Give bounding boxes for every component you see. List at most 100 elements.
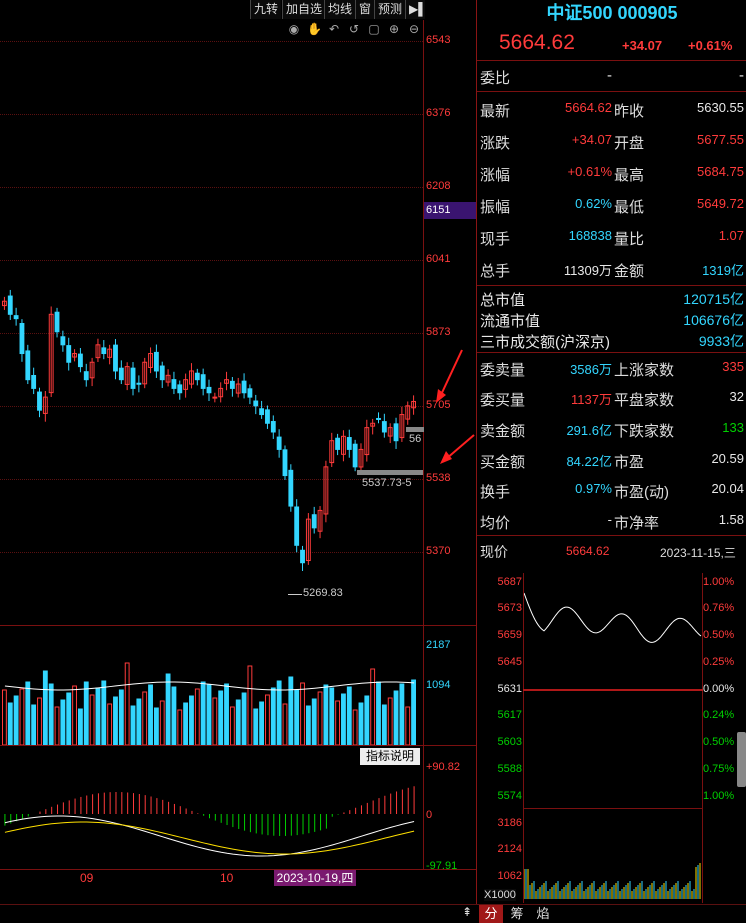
current-price-tag: 6151 — [424, 202, 476, 219]
candle-body — [270, 421, 276, 433]
weibi-diff: - — [739, 67, 744, 84]
volume-bar — [294, 689, 300, 745]
volume-bar — [253, 708, 259, 745]
y-label: 6376 — [426, 107, 451, 119]
volume-bar — [341, 693, 346, 745]
candle — [393, 417, 399, 449]
lock-icon[interactable]: ▢ — [368, 22, 380, 36]
grid-line — [0, 552, 423, 553]
intraday-right-label: 0.00% — [703, 683, 735, 695]
candle-body — [224, 379, 229, 384]
tab-flame[interactable]: 焰 — [536, 906, 550, 921]
intraday-left-axis — [523, 573, 524, 903]
scroll-top-icon[interactable]: ⇞ — [461, 905, 473, 919]
candle — [300, 545, 305, 572]
candle-body — [194, 372, 200, 381]
intraday-left-label: 5588 — [497, 763, 522, 775]
candle — [7, 289, 13, 320]
high-value: 5684.75 — [697, 164, 744, 179]
intraday-chart[interactable] — [524, 573, 702, 903]
jiuzhuan-button[interactable]: 九转 — [250, 0, 282, 19]
candle-body — [253, 400, 259, 407]
quote-row-pct: 涨幅 +0.61% 最高 5684.75 — [480, 157, 746, 189]
moving-average-button[interactable]: 均线 — [324, 0, 356, 19]
indicator-help-button[interactable]: 指标说明 — [360, 748, 420, 765]
candle — [2, 296, 7, 310]
candle-body — [276, 436, 282, 450]
eye-icon[interactable]: ◉ — [288, 22, 300, 36]
candle — [358, 443, 364, 473]
tab-chips[interactable]: 筹 — [510, 906, 524, 921]
candle — [241, 373, 247, 399]
add-watchlist-button[interactable]: 加自选 — [282, 0, 326, 19]
intraday-right-label: 0.75% — [703, 763, 735, 775]
header-change-pct: +0.61% — [688, 38, 733, 53]
change-value: +34.07 — [571, 132, 612, 147]
row-label: 市盈(动) — [614, 484, 669, 501]
kline-chart[interactable] — [0, 20, 423, 625]
candle-body — [183, 379, 189, 390]
hand-icon[interactable]: ✋ — [307, 22, 322, 36]
volume-bar — [189, 695, 194, 745]
row-label: 涨幅 — [480, 167, 511, 184]
candle-body — [153, 351, 159, 372]
tab-intraday[interactable]: 分 — [479, 905, 503, 923]
exit-icon[interactable]: ▶▌ — [405, 0, 427, 19]
candle — [101, 340, 107, 360]
volume-bar — [136, 698, 142, 745]
candle — [189, 363, 194, 389]
market-cap-row: 总市值 120715亿 — [480, 289, 744, 310]
window-button[interactable]: 窗 — [355, 0, 375, 19]
forecast-button[interactable]: 预测 — [374, 0, 406, 19]
undo-icon[interactable]: ↶ — [328, 22, 340, 36]
candle — [177, 380, 183, 400]
row-label: 开盘 — [614, 135, 645, 152]
undo-alt-icon[interactable]: ↺ — [348, 22, 360, 36]
candle — [13, 307, 19, 326]
grid-line — [0, 187, 423, 188]
price-tag-lower: 5537.73-5 — [362, 477, 412, 489]
candle — [107, 344, 113, 365]
candle-body — [148, 353, 153, 368]
volume-chart — [2, 662, 417, 745]
candle-body — [352, 443, 358, 468]
candle-body — [341, 435, 346, 455]
volume-bar — [235, 699, 241, 745]
row-label: 上涨家数 — [614, 362, 675, 379]
volume-bar — [7, 702, 13, 745]
candle-body — [393, 423, 399, 442]
intraday-price-value: 5664.62 — [566, 544, 610, 558]
y-label: 5370 — [426, 545, 451, 557]
candle-body — [107, 348, 113, 358]
candle-body — [294, 506, 300, 546]
candle-body — [235, 383, 241, 394]
zoom-in-icon[interactable]: ⊕ — [388, 22, 400, 36]
kline-right-axis-line — [423, 20, 424, 870]
candle-body — [247, 388, 253, 398]
grid-line — [0, 479, 423, 480]
side-scroll-handle[interactable] — [737, 732, 746, 787]
price-marker-upper — [406, 427, 424, 432]
candle-body — [189, 370, 194, 385]
volume-bar — [72, 685, 77, 745]
low-annotation: 5269.83 — [303, 587, 343, 599]
candle — [54, 307, 60, 338]
total-hand-value: 11309万 — [563, 263, 612, 278]
row-label: 涨跌 — [480, 135, 511, 152]
volume-bar — [364, 695, 370, 745]
zoom-out-icon[interactable]: ⊖ — [408, 22, 420, 36]
candle — [270, 415, 276, 439]
macd-label-zero: 0 — [426, 809, 433, 821]
candle-body — [83, 371, 89, 381]
y-label: 6543 — [426, 34, 451, 46]
candle-body — [346, 437, 352, 450]
candle — [165, 369, 171, 387]
candle — [171, 371, 177, 395]
turnover-rate-value: 0.97% — [575, 481, 612, 496]
volume-bar — [265, 694, 270, 745]
header-change: +34.07 — [622, 38, 663, 53]
x-label-09: 09 — [80, 871, 94, 885]
candle — [37, 387, 42, 418]
y-label: 5538 — [426, 472, 451, 484]
volume-bar — [159, 700, 165, 745]
